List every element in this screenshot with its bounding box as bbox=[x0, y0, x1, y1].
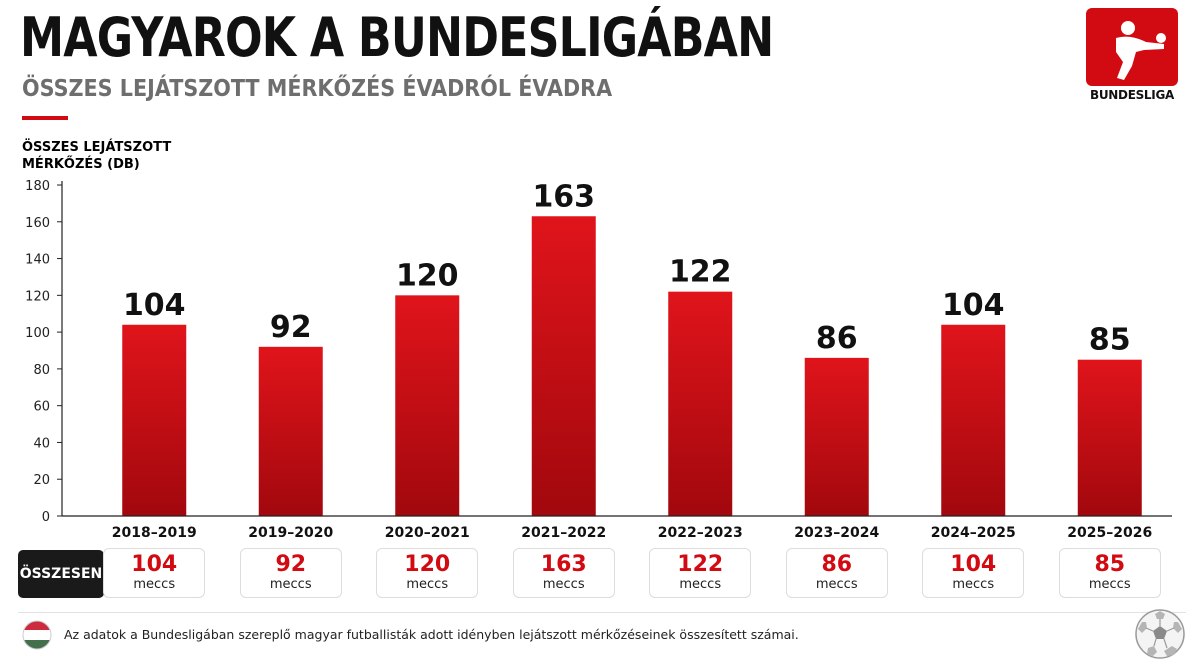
player-silhouette-icon bbox=[1116, 21, 1166, 80]
total-card: 120 meccs bbox=[376, 548, 479, 598]
bundesliga-logo: BUNDESLIGA bbox=[1086, 8, 1178, 106]
total-value: 104 bbox=[131, 552, 178, 577]
x-category-label: 2021–2022 bbox=[521, 525, 606, 541]
y-tick-label: 0 bbox=[42, 510, 50, 525]
y-tick-label: 100 bbox=[25, 326, 50, 341]
y-tick-label: 180 bbox=[25, 179, 50, 194]
total-card: 104 meccs bbox=[103, 548, 206, 598]
total-unit: meccs bbox=[269, 577, 312, 592]
total-card: 92 meccs bbox=[239, 548, 342, 598]
x-category-label: 2023–2024 bbox=[794, 525, 879, 541]
bar-2020–2021 bbox=[395, 295, 460, 516]
y-tick-label: 120 bbox=[25, 289, 50, 304]
total-value: 163 bbox=[540, 552, 587, 577]
footer-note: Az adatok a Bundesligában szereplő magya… bbox=[64, 627, 799, 642]
bundesliga-logo-text: BUNDESLIGA bbox=[1090, 88, 1174, 102]
x-category-label: 2020–2021 bbox=[385, 525, 470, 541]
totals-label: ÖSSZESEN bbox=[18, 550, 104, 598]
total-card: 104 meccs bbox=[922, 548, 1025, 598]
total-card: 85 meccs bbox=[1058, 548, 1161, 598]
total-card: 122 meccs bbox=[649, 548, 752, 598]
total-unit: meccs bbox=[679, 577, 722, 592]
bar-value-label: 104 bbox=[942, 288, 1005, 323]
x-axis: 2018–2019 2019–2020 2020–2021 2021–2022 2022… bbox=[62, 515, 1172, 541]
bar-2022–2023 bbox=[668, 291, 733, 516]
bars: 104 92 120 163 122 86 104 85 bbox=[122, 179, 1142, 516]
x-category-label: 2024–2025 bbox=[931, 525, 1016, 541]
bar-value-label: 92 bbox=[270, 310, 312, 345]
y-axis-title-line-2: MÉRKŐZÉS (DB) bbox=[22, 156, 140, 172]
footer-divider bbox=[18, 612, 1186, 613]
bar-value-label: 104 bbox=[123, 288, 186, 323]
total-card: 86 meccs bbox=[785, 548, 888, 598]
bar-2025–2026 bbox=[1077, 359, 1142, 516]
y-axis-title-line-1: ÖSSZES LEJÁTSZOTT bbox=[22, 139, 171, 155]
bar-value-label: 120 bbox=[396, 258, 459, 293]
y-tick-label: 160 bbox=[25, 216, 50, 231]
total-unit: meccs bbox=[542, 577, 585, 592]
bar-value-label: 163 bbox=[532, 179, 595, 214]
total-unit: meccs bbox=[1088, 577, 1131, 592]
total-unit: meccs bbox=[815, 577, 858, 592]
soccer-ball-icon bbox=[1135, 609, 1185, 659]
hungary-flag-icon bbox=[22, 620, 52, 650]
total-value: 86 bbox=[821, 552, 853, 577]
y-tick-label: 20 bbox=[33, 473, 50, 488]
total-unit: meccs bbox=[952, 577, 995, 592]
total-value: 122 bbox=[677, 552, 724, 577]
bar-2023–2024 bbox=[804, 357, 869, 516]
total-value: 120 bbox=[404, 552, 451, 577]
y-axis: 0 20 40 60 80 100 120 140 160 180 bbox=[25, 179, 63, 525]
bar-2019–2020 bbox=[258, 346, 323, 516]
bar-2018–2019 bbox=[122, 324, 187, 516]
y-tick-label: 140 bbox=[25, 253, 50, 268]
title-underline bbox=[22, 116, 68, 120]
bar-value-label: 122 bbox=[669, 255, 732, 290]
x-category-label: 2022–2023 bbox=[658, 525, 743, 541]
y-tick-label: 80 bbox=[33, 363, 50, 378]
total-card: 163 meccs bbox=[512, 548, 615, 598]
total-value: 92 bbox=[275, 552, 307, 577]
x-category-label: 2019–2020 bbox=[248, 525, 333, 541]
bar-2021–2022 bbox=[531, 216, 596, 516]
y-tick-label: 60 bbox=[33, 400, 50, 415]
x-category-label: 2018–2019 bbox=[112, 525, 197, 541]
x-category-label: 2025–2026 bbox=[1067, 525, 1152, 541]
total-unit: meccs bbox=[406, 577, 449, 592]
total-value: 104 bbox=[950, 552, 997, 577]
bar-value-label: 85 bbox=[1089, 323, 1131, 358]
y-tick-label: 40 bbox=[33, 436, 50, 451]
bar-chart: ÖSSZES LEJÁTSZOTT MÉRKŐZÉS (DB) 0 20 40 60 8… bbox=[22, 139, 1172, 541]
page-subtitle: ÖSSZES LEJÁTSZOTT MÉRKŐZÉS ÉVADRÓL ÉVADR… bbox=[22, 76, 613, 102]
bundesliga-logo-mark bbox=[1086, 8, 1178, 86]
bar-value-label: 86 bbox=[816, 321, 858, 356]
total-value: 85 bbox=[1094, 552, 1126, 577]
page-title: MAGYAROK A BUNDESLIGÁBAN bbox=[20, 6, 774, 69]
total-unit: meccs bbox=[133, 577, 176, 592]
bar-2024–2025 bbox=[941, 324, 1006, 516]
